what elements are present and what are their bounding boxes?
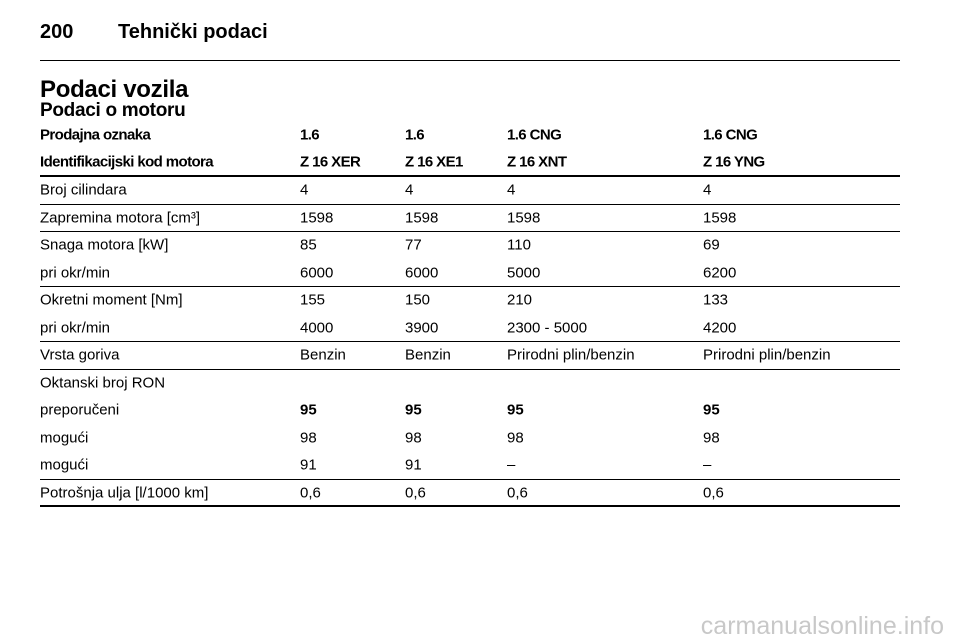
table-header-cell: 1.6 xyxy=(405,126,425,144)
table-cell: 95 xyxy=(405,401,422,419)
table-cell: 110 xyxy=(507,236,531,254)
table-cell: 6000 xyxy=(405,264,439,281)
table-header-cell: 1.6 xyxy=(300,126,320,144)
table-cell: 155 xyxy=(300,291,326,309)
table-rule xyxy=(40,175,900,177)
table-rule xyxy=(40,369,900,370)
table-cell: Prirodni plin/benzin xyxy=(507,346,635,364)
table-cell: Oktanski broj RON xyxy=(40,374,166,391)
table-header-cell: Z 16 XER xyxy=(300,153,361,171)
table-rule xyxy=(40,341,900,342)
table-cell: – xyxy=(703,456,712,474)
table-cell: – xyxy=(507,456,516,474)
table-cell: Benzin xyxy=(300,346,346,364)
subtitle: Podaci o motoru xyxy=(40,100,186,121)
table-cell: mogući xyxy=(40,429,89,446)
table-cell: Zapremina motora [cm³] xyxy=(40,209,201,226)
table-cell: preporučeni xyxy=(40,401,120,419)
table-cell: 85 xyxy=(300,236,317,254)
table-cell: 95 xyxy=(507,401,524,419)
section-title: Tehnički podaci xyxy=(118,21,268,43)
table-header-cell: Identifikacijski kod motora xyxy=(40,153,214,171)
table-cell: 150 xyxy=(405,291,431,309)
page-number: 200 xyxy=(40,21,74,43)
table-cell: 3900 xyxy=(405,319,439,336)
table-cell: 98 xyxy=(507,429,524,446)
table-rule xyxy=(40,479,900,480)
table-cell: Snaga motora [kW] xyxy=(40,236,169,254)
table-cell: 1598 xyxy=(507,209,541,226)
table-cell: mogući xyxy=(40,456,89,474)
table-cell: Potrošnja ulja [l/1000 km] xyxy=(40,484,209,501)
watermark: carmanualsonline.info xyxy=(700,612,944,640)
table-cell: 0,6 xyxy=(703,484,724,501)
table-header-cell: 1.6 CNG xyxy=(507,126,562,144)
table-cell: 4 xyxy=(405,181,414,199)
title: Podaci vozila xyxy=(40,76,189,103)
table-cell: 4000 xyxy=(300,319,334,336)
table-cell: 5000 xyxy=(507,264,541,281)
table-cell: 98 xyxy=(300,429,317,446)
table-cell: 95 xyxy=(300,401,317,419)
table-cell: 4 xyxy=(507,181,516,199)
table-cell: 91 xyxy=(405,456,422,474)
table-rule xyxy=(40,286,900,287)
table-cell: 1598 xyxy=(703,209,737,226)
table-header-cell: Z 16 YNG xyxy=(703,153,765,171)
table-cell: Broj cilindara xyxy=(40,181,127,199)
table-cell: 0,6 xyxy=(300,484,321,501)
table-header-cell: Z 16 XE1 xyxy=(405,153,463,171)
table-cell: 4 xyxy=(703,181,712,199)
table-cell: 4200 xyxy=(703,319,737,336)
table-cell: 4 xyxy=(300,181,309,199)
table-header-cell: Prodajna oznaka xyxy=(40,126,151,144)
table-cell: 0,6 xyxy=(507,484,528,501)
table-cell: 95 xyxy=(703,401,720,419)
table-cell: 98 xyxy=(703,429,720,446)
table-cell: pri okr/min xyxy=(40,319,111,336)
table-cell: Okretni moment [Nm] xyxy=(40,291,183,309)
table-cell: 1598 xyxy=(300,209,334,226)
header-rule xyxy=(40,60,900,61)
table-cell: Vrsta goriva xyxy=(40,346,120,364)
table-header-cell: 1.6 CNG xyxy=(703,126,758,144)
table-rule xyxy=(40,204,900,205)
table-cell: Prirodni plin/benzin xyxy=(703,346,831,364)
table-cell: 6200 xyxy=(703,264,737,281)
table-cell: 0,6 xyxy=(405,484,426,501)
table-cell: Benzin xyxy=(405,346,451,364)
table-cell: 91 xyxy=(300,456,317,474)
table-cell: 98 xyxy=(405,429,422,446)
table-cell: 2300 - 5000 xyxy=(507,319,588,336)
table-cell: 1598 xyxy=(405,209,439,226)
table-cell: 77 xyxy=(405,236,422,254)
table-cell: 133 xyxy=(703,291,729,309)
table-cell: 6000 xyxy=(300,264,334,281)
table-rule xyxy=(40,505,900,507)
table-rule xyxy=(40,231,900,232)
table-cell: pri okr/min xyxy=(40,264,111,281)
table-cell: 69 xyxy=(703,236,720,254)
table-cell: 210 xyxy=(507,291,533,309)
table-header-cell: Z 16 XNT xyxy=(507,153,567,171)
